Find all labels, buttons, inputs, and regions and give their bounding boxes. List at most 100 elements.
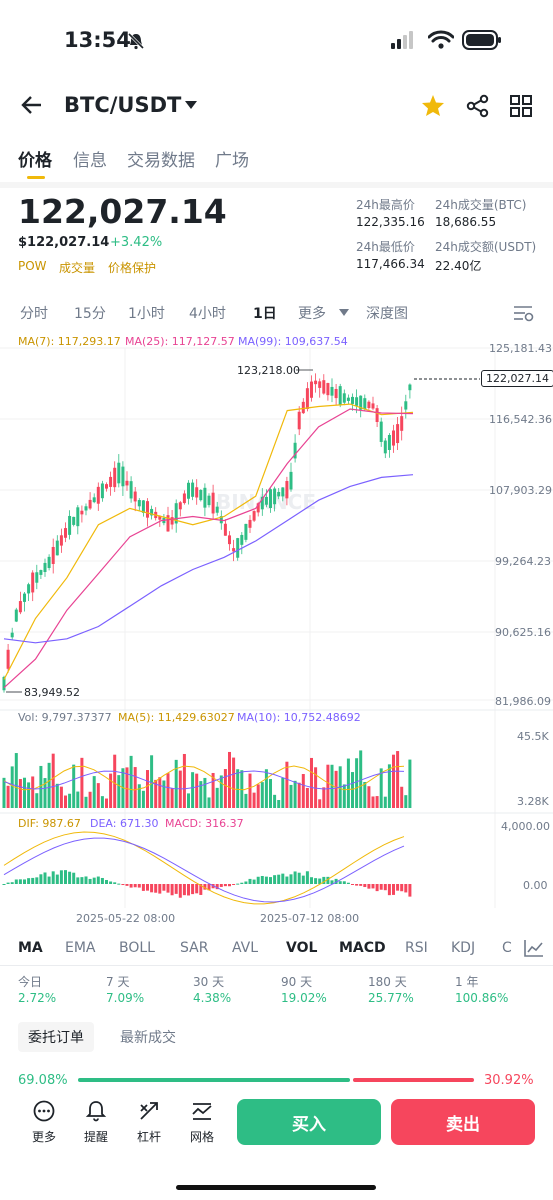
- interval-15m[interactable]: 15分: [74, 306, 106, 322]
- macd-bar: [404, 884, 408, 893]
- perf-value-7d: 7.09%: [106, 991, 145, 1005]
- sell-button[interactable]: 卖出: [391, 1099, 535, 1145]
- grid-trading-icon: [192, 1103, 212, 1120]
- macd-bar: [80, 877, 84, 884]
- tab-trading-data[interactable]: 交易数据: [127, 151, 195, 171]
- stat-high: 122,335.16: [356, 215, 425, 229]
- macd-dea-line: [3, 837, 405, 903]
- alert-button[interactable]: 提醒: [76, 1100, 116, 1145]
- volume-bar: [162, 780, 166, 808]
- candle-body: [355, 397, 359, 406]
- buy-ratio-bar: [78, 1078, 350, 1082]
- macd-bar: [310, 877, 313, 884]
- volume-bar: [203, 777, 207, 808]
- interval-time[interactable]: 分时: [20, 306, 48, 322]
- buy-button[interactable]: 买入: [237, 1099, 381, 1145]
- volume-bar: [260, 782, 264, 808]
- macd-bar: [301, 875, 305, 884]
- volume-bar: [236, 769, 240, 808]
- candle-body: [301, 401, 305, 414]
- macd-bar: [72, 872, 76, 884]
- ind-rsi[interactable]: RSI: [405, 940, 428, 956]
- candle-body: [113, 467, 117, 488]
- candle-body: [39, 570, 43, 575]
- tab-latest-trades[interactable]: 最新成交: [120, 1030, 176, 1046]
- volume-bar: [264, 769, 268, 808]
- share-icon[interactable]: [466, 94, 490, 118]
- chart-settings-icon[interactable]: [513, 303, 535, 323]
- more-button[interactable]: 更多: [24, 1100, 64, 1145]
- macd-bar: [96, 876, 100, 884]
- macd-bar: [129, 884, 133, 888]
- ind-vol[interactable]: VOL: [286, 940, 318, 956]
- tag-pow[interactable]: POW: [18, 259, 47, 273]
- current-price-tag: 122,027.14: [481, 370, 553, 387]
- macd-bar: [162, 884, 166, 891]
- tab-open-orders[interactable]: 委托订单: [18, 1022, 94, 1052]
- candle-body: [84, 506, 88, 511]
- candle-body: [117, 462, 121, 484]
- ind-c[interactable]: C: [502, 940, 512, 956]
- perf-label-30d: 30 天: [193, 975, 225, 989]
- macd-bar: [252, 879, 256, 884]
- legend-macd: MACD: 316.37: [165, 817, 244, 830]
- margin-button[interactable]: 杠杆: [129, 1100, 169, 1145]
- back-arrow-icon[interactable]: [20, 95, 42, 115]
- battery-icon: [462, 30, 501, 50]
- macd-bar: [166, 884, 170, 893]
- macd-bar: [174, 884, 178, 894]
- tab-info[interactable]: 信息: [73, 151, 107, 171]
- candle-body: [207, 495, 211, 506]
- pair-selector[interactable]: BTC/USDT: [64, 93, 182, 117]
- grid-button[interactable]: 网格: [182, 1100, 222, 1145]
- interval-4h[interactable]: 4小时: [189, 306, 226, 322]
- ind-avl[interactable]: AVL: [232, 940, 259, 956]
- tag-price-protection[interactable]: 价格保护: [108, 261, 157, 275]
- ind-kdj[interactable]: KDJ: [451, 940, 476, 956]
- indicator-chart-icon[interactable]: [524, 939, 544, 957]
- candle-body: [64, 528, 67, 538]
- grid-menu-icon[interactable]: [510, 95, 532, 117]
- volume-bar: [64, 795, 67, 808]
- ma-line-0: [3, 403, 414, 680]
- interval-depth[interactable]: 深度图: [366, 306, 408, 322]
- volume-bar: [55, 783, 59, 808]
- volume-bar: [404, 795, 408, 808]
- interval-1d[interactable]: 1日: [253, 306, 277, 322]
- interval-1h[interactable]: 1小时: [128, 306, 165, 322]
- interval-more[interactable]: 更多: [298, 306, 326, 322]
- candlestick-chart[interactable]: BINANCE: [0, 328, 553, 928]
- candle-body: [252, 511, 256, 521]
- ind-sar[interactable]: SAR: [180, 940, 209, 956]
- volume-bar: [363, 781, 367, 808]
- volume-bar: [351, 772, 354, 808]
- more-caret-icon[interactable]: [339, 309, 349, 316]
- tab-price[interactable]: 价格: [18, 151, 52, 171]
- candle-body: [408, 384, 412, 391]
- volume-bar: [88, 791, 92, 808]
- tab-underline: [27, 176, 45, 179]
- ind-ema[interactable]: EMA: [65, 940, 96, 956]
- tab-square[interactable]: 广场: [215, 151, 249, 171]
- ind-ma[interactable]: MA: [18, 940, 43, 956]
- candle-body: [318, 381, 322, 388]
- candle-body: [383, 440, 387, 454]
- candle-body: [359, 395, 363, 410]
- candle-body: [109, 476, 113, 487]
- ma-line-2: [3, 474, 414, 644]
- caret-down-icon[interactable]: [184, 100, 198, 110]
- macd-bar: [264, 876, 268, 884]
- perf-label-7d: 7 天: [106, 975, 130, 989]
- volume-bar: [105, 798, 108, 808]
- candle-body: [182, 493, 186, 504]
- candle-body: [392, 430, 395, 446]
- volume-bar: [14, 753, 18, 808]
- candle-body: [269, 489, 272, 508]
- ind-boll[interactable]: BOLL: [119, 940, 155, 956]
- tag-volume[interactable]: 成交量: [59, 261, 96, 275]
- ind-macd[interactable]: MACD: [339, 940, 386, 956]
- star-icon[interactable]: [421, 94, 445, 117]
- signal-icon: [391, 31, 413, 49]
- candle-body: [248, 519, 252, 528]
- volume-bar: [277, 799, 281, 808]
